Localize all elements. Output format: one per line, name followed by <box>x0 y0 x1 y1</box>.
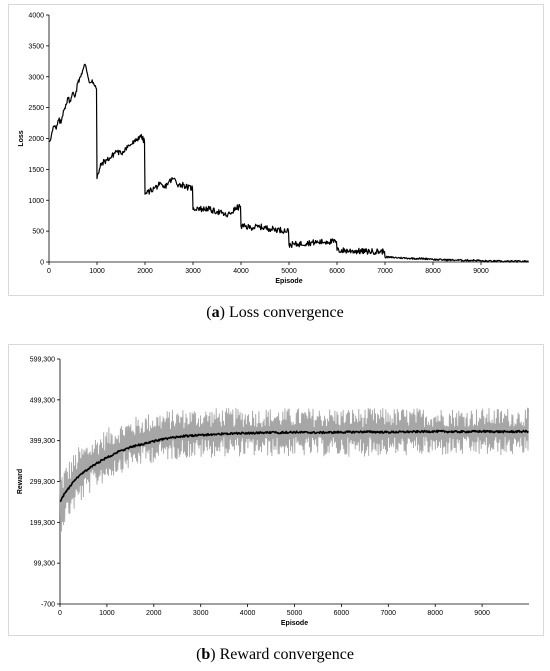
x-tick-label: 3000 <box>185 268 201 275</box>
y-axis-title: Loss <box>18 130 25 146</box>
x-tick-label: 0 <box>47 268 51 275</box>
x-tick-label: 8000 <box>427 610 443 617</box>
y-tick-label: 2500 <box>28 105 44 112</box>
y-axis-title: Reward <box>17 469 24 494</box>
x-axis-title: Episode <box>281 620 308 627</box>
y-tick-label: 1500 <box>28 167 44 174</box>
x-tick-label: 0 <box>58 610 62 617</box>
y-tick-label: 299,300 <box>30 479 55 486</box>
y-tick-label: 2000 <box>28 136 44 143</box>
y-tick-label: 500 <box>32 229 44 236</box>
x-tick-label: 2000 <box>146 610 162 617</box>
caption-loss-text: Loss convergence <box>228 304 344 321</box>
x-tick-label: 9000 <box>473 268 489 275</box>
x-tick-label: 2000 <box>137 268 153 275</box>
y-tick-label: 4000 <box>28 13 44 20</box>
caption-reward-text: Reward convergence <box>219 646 354 663</box>
x-tick-label: 6000 <box>329 268 345 275</box>
caption-loss-letter: a <box>211 304 220 321</box>
y-tick-label: 199,300 <box>30 520 55 527</box>
reward-chart-panel: 599,300 499,300 399,300 299,300 199,300 99,30… <box>8 344 544 636</box>
y-tick-label: -700 <box>41 602 55 609</box>
loss-chart-panel: 4000 3500 3000 2500 2000 1500 1000 500 0 0 1000 200… <box>8 4 544 296</box>
x-tick-label: 1000 <box>99 610 115 617</box>
x-tick-label: 5000 <box>281 268 297 275</box>
x-tick-label: 9000 <box>474 610 490 617</box>
reward-average-series-line <box>59 429 529 503</box>
x-tick-label: 1000 <box>89 268 105 275</box>
reward-raw-series-line <box>59 407 529 532</box>
y-tick-label: 1000 <box>28 198 44 205</box>
x-tick-label: 7000 <box>381 610 397 617</box>
y-tick-label: 3000 <box>28 74 44 81</box>
x-tick-label: 5000 <box>287 610 303 617</box>
y-tick-label: 499,300 <box>30 397 55 404</box>
caption-loss: (a) Loss convergence <box>206 304 344 321</box>
caption-reward-letter: b <box>201 646 211 663</box>
caption-reward: (b) Reward convergence <box>196 646 354 663</box>
x-tick-label: 6000 <box>334 610 350 617</box>
x-tick-label: 3000 <box>193 610 209 617</box>
y-tick-label: 0 <box>40 260 44 267</box>
x-tick-label: 7000 <box>377 268 393 275</box>
reward-chart: 599,300 499,300 399,300 299,300 199,300 99,30… <box>17 357 529 627</box>
x-tick-label: 4000 <box>233 268 249 275</box>
y-tick-label: 599,300 <box>30 357 55 364</box>
y-tick-label: 399,300 <box>30 438 55 445</box>
x-axis-title: Episode <box>275 278 302 285</box>
y-tick-label: 3500 <box>28 43 44 50</box>
y-tick-label: 99,300 <box>34 561 56 568</box>
x-tick-label: 8000 <box>425 268 441 275</box>
x-tick-label: 4000 <box>240 610 256 617</box>
loss-series-line <box>48 63 529 263</box>
